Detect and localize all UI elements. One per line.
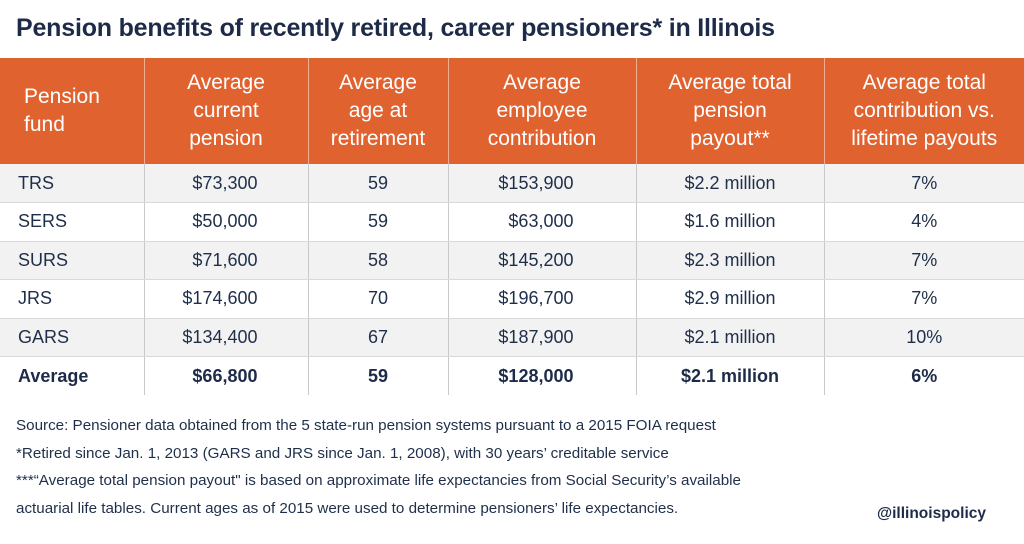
cell-ratio: 6% — [911, 365, 938, 386]
table-row: SERS $50,000 59 $63,000 $1.6 million 4% — [0, 202, 1024, 242]
cell-age: 59 — [308, 202, 449, 242]
cell-age: 58 — [308, 241, 449, 280]
cell-pension: $73,300 — [144, 164, 309, 203]
cell-ratio: 10% — [824, 318, 1024, 357]
header-row: Pension fund Average current pension Ave… — [0, 58, 1024, 164]
cell-contribution: $196,700 — [448, 279, 637, 319]
header-contribution-vs-payouts: Average total contribution vs. lifetime … — [851, 71, 998, 150]
cell-age: 59 — [308, 164, 449, 203]
cell-pension: $50,000 — [144, 202, 309, 242]
cell-ratio: 7% — [824, 164, 1024, 203]
cell-age: 59 — [308, 356, 449, 395]
average-row: Average $66,800 59 $128,000 $2.1 million… — [0, 356, 1024, 395]
cell-fund: TRS — [0, 164, 145, 203]
cell-contribution: $153,900 — [448, 164, 637, 203]
cell-payout: $2.1 million — [636, 318, 825, 357]
table-row: TRS $73,300 59 $153,900 $2.2 million 7% — [0, 164, 1024, 203]
social-handle: @illinoispolicy — [877, 505, 986, 522]
chart-title: Pension benefits of recently retired, ca… — [16, 14, 775, 42]
cell-age: 67 — [308, 318, 449, 357]
footnote-payout-cont: actuarial life tables. Current ages as o… — [16, 499, 679, 517]
cell-fund: GARS — [0, 318, 145, 357]
cell-pension: $66,800 — [144, 356, 309, 395]
cell-ratio: 7% — [824, 241, 1024, 280]
table-row: JRS $174,600 70 $196,700 $2.9 million 7% — [0, 279, 1024, 319]
footnote-payout: ***“Average total pension payout" is bas… — [16, 472, 741, 489]
cell-age: 70 — [308, 279, 449, 319]
table-row: SURS $71,600 58 $145,200 $2.3 million 7% — [0, 241, 1024, 280]
header-average-current-pension: Average current pension — [144, 58, 309, 164]
footnote-retired: *Retired since Jan. 1, 2013 (GARS and JR… — [16, 444, 669, 462]
cell-fund: SURS — [0, 241, 145, 280]
cell-pension: $174,600 — [144, 279, 309, 319]
cell-pension: $134,400 — [144, 318, 309, 357]
source-note: Source: Pensioner data obtained from the… — [16, 417, 716, 434]
table-row: GARS $134,400 67 $187,900 $2.1 million 1… — [0, 318, 1024, 357]
cell-contribution: $63,000 — [448, 202, 637, 242]
cell-payout: $1.6 million — [636, 202, 825, 242]
pension-table: Pension fund Average current pension Ave… — [0, 58, 1024, 395]
cell-contribution: $145,200 — [448, 241, 637, 280]
header-average-employee-contribution: Average employee contribution — [448, 58, 637, 164]
cell-payout: $2.2 million — [636, 164, 825, 203]
header-average-total-pension-payout: Average total pension payout** — [636, 58, 825, 164]
cell-fund: SERS — [0, 202, 145, 242]
header-pension-fund: Pension fund — [0, 58, 145, 164]
header-average-age-at-retirement: Average age at retirement — [308, 58, 449, 164]
cell-contribution: $187,900 — [448, 318, 637, 357]
cell-payout: $2.9 million — [636, 279, 825, 319]
cell-ratio: 4% — [824, 202, 1024, 242]
cell-payout: $2.3 million — [636, 241, 825, 280]
cell-fund: Average — [0, 356, 145, 395]
cell-ratio: 7% — [824, 279, 1024, 319]
cell-pension: $71,600 — [144, 241, 309, 280]
source-notes: Source: Pensioner data obtained from the… — [16, 412, 866, 522]
cell-contribution: $128,000 — [448, 356, 637, 395]
cell-payout: $2.1 million — [636, 356, 825, 395]
cell-fund: JRS — [0, 279, 145, 319]
